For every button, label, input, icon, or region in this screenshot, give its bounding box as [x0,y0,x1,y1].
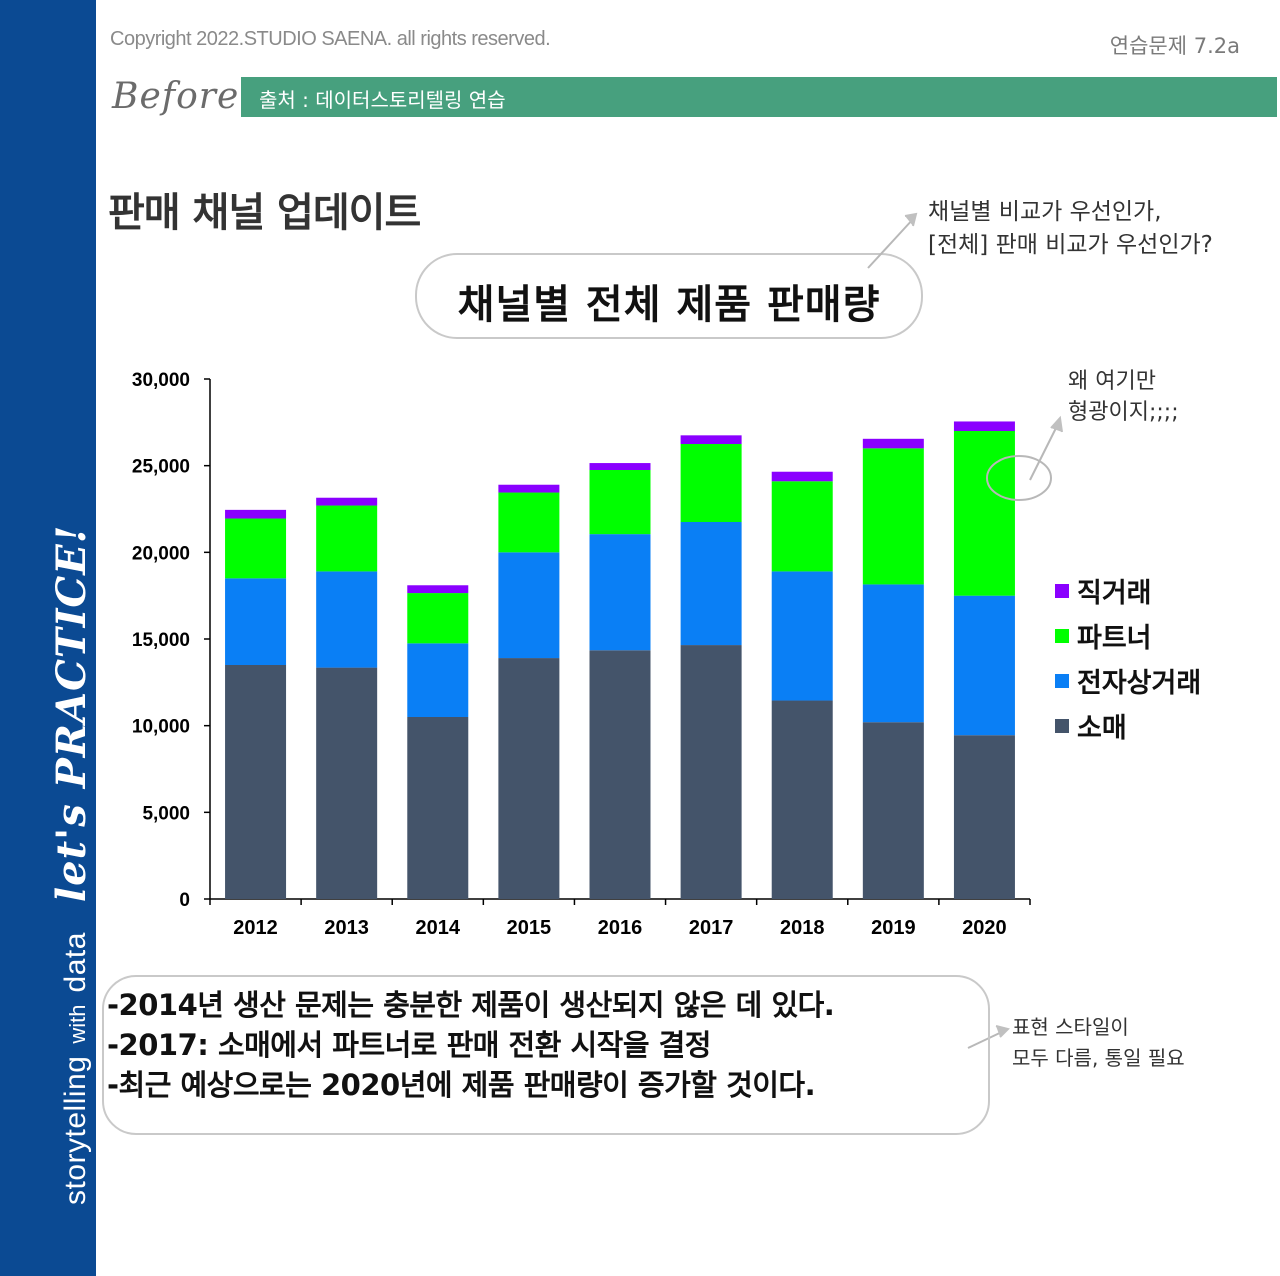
legend-label: 직거래 [1077,578,1152,609]
legend-swatch [1055,583,1069,598]
x-tick-label: 2019 [871,917,916,939]
arrow-head [904,212,918,227]
bar-segment [407,585,469,594]
bar-segment [589,650,651,899]
legend-item: 파트너 [1055,613,1201,658]
bar-segment [498,492,560,553]
y-tick-label: 5,000 [142,803,190,824]
annotation-line: 모두 다름, 통일 필요 [1012,1046,1185,1070]
bar-segment [862,584,924,723]
commentary-bubble [102,975,990,1135]
bar-segment [589,534,651,651]
y-tick-label: 15,000 [132,630,190,651]
bar-segment [680,645,742,899]
bar-segment [953,595,1015,736]
arrow-to-comparison-note [867,217,915,269]
bar-segment [407,593,469,644]
legend-item: 소매 [1055,703,1201,748]
x-tick-label: 2016 [598,917,643,939]
legend-label: 파트너 [1077,623,1152,654]
bar-segment [680,444,742,522]
arrow-head [995,1025,1010,1038]
bar-segment [316,497,378,506]
chart-bars [225,421,1015,899]
copyright-text: Copyright 2022.STUDIO SAENA. all rights … [110,28,551,50]
highlight-circle [986,455,1052,501]
x-tick-label: 2014 [416,917,461,939]
bar-segment [771,481,833,572]
bar-segment [498,552,560,659]
bar-segment [225,518,287,579]
bar-segment [316,667,378,899]
bar-segment [316,505,378,572]
x-tick-label: 2015 [507,917,552,939]
x-tick-label: 2020 [962,917,1007,939]
bar-segment [316,571,378,668]
bar-segment [225,578,287,665]
legend-swatch [1055,673,1069,688]
x-tick-label: 2017 [689,917,734,939]
bar-segment [771,471,833,482]
bar-segment [771,571,833,701]
arrow-head [1050,415,1063,433]
bar-segment [953,431,1015,596]
bar-segment [407,717,469,899]
annotation-arrows [867,212,1063,1049]
bar-segment [771,700,833,899]
bar-segment [407,643,469,717]
arrow-to-neon-note [1029,423,1059,481]
before-label: Before [112,76,240,117]
bar-segment [953,735,1015,899]
commentary-line-2: -2017: 소매에서 파트너로 판매 전환 시작을 결정 [107,1028,711,1062]
annotation-line: [전체] 판매 비교가 우선인가? [928,232,1213,258]
bar-segment [680,522,742,646]
bar-segment [498,484,560,493]
x-tick-label: 2013 [324,917,369,939]
legend-label: 전자상거래 [1077,668,1202,699]
annotation-neon-note: 왜 여기만 형광이지;;;; [1068,366,1179,428]
x-tick-label: 2012 [233,917,278,939]
bar-segment [225,665,287,899]
y-tick-label: 25,000 [132,457,190,478]
bar-segment [862,722,924,899]
y-tick-label: 0 [179,890,190,911]
chart-labels: 0 5,000 10,000 15,000 20,000 25,000 30,000 2012… [132,370,1007,939]
annotation-line: 형광이지;;;; [1068,400,1179,425]
legend-swatch [1055,628,1069,643]
annotation-style-note: 표현 스타일이 모두 다름, 통일 필요 [1012,1012,1185,1074]
chart-title-bubble [415,253,923,339]
commentary-line-3: -최근 예상으로는 2020년에 제품 판매량이 증가할 것이다. [107,1068,816,1102]
bar-segment [953,421,1015,431]
bar-segment [862,448,924,585]
y-tick-label: 10,000 [132,717,190,738]
bar-segment [498,658,560,899]
bar-segment [225,509,287,519]
bar-segment [862,438,924,449]
bar-segment [680,435,742,444]
x-tick-label: 2018 [780,917,825,939]
chart-title: 채널별 전체 제품 판매량 [457,282,881,328]
sidebar: storytelling with data let's PRACTICE! [0,0,96,1276]
annotation-line: 채널별 비교가 우선인가, [928,199,1162,225]
exercise-number: 연습문제 7.2a [1109,34,1240,58]
legend-swatch [1055,718,1069,733]
source-bar: 출처 : 데이터스토리텔링 연습 [241,77,1277,117]
source-text: 출처 : 데이터스토리텔링 연습 [259,88,506,112]
legend-item: 직거래 [1055,568,1201,613]
legend-label: 소매 [1077,713,1127,744]
bar-segment [589,463,651,470]
annotation-line: 표현 스타일이 [1012,1015,1129,1039]
annotation-comparison-note: 채널별 비교가 우선인가, [전체] 판매 비교가 우선인가? [928,196,1213,262]
commentary-line-1: -2014년 생산 문제는 충분한 제품이 생산되지 않은 데 있다. [107,988,835,1022]
legend-item: 전자상거래 [1055,658,1201,703]
page-title: 판매 채널 업데이트 [108,190,421,236]
y-tick-label: 20,000 [132,543,190,564]
y-tick-label: 30,000 [132,370,190,391]
annotation-line: 왜 여기만 [1068,369,1156,394]
commentary-text: -2014년 생산 문제는 충분한 제품이 생산되지 않은 데 있다. -201… [107,985,835,1105]
bar-segment [589,470,651,535]
